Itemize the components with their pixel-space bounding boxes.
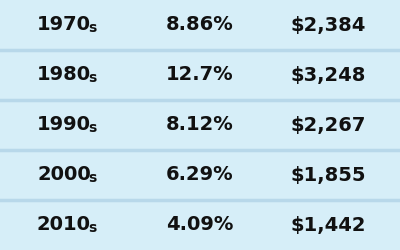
Text: $2,384: $2,384 bbox=[290, 16, 366, 34]
Text: 6.29%: 6.29% bbox=[166, 166, 234, 184]
Text: 2000: 2000 bbox=[37, 166, 91, 184]
Text: s: s bbox=[88, 121, 96, 135]
Text: s: s bbox=[88, 71, 96, 85]
Text: $2,267: $2,267 bbox=[290, 116, 366, 134]
Text: 1970: 1970 bbox=[37, 16, 91, 34]
Text: s: s bbox=[88, 21, 96, 35]
Text: s: s bbox=[88, 221, 96, 235]
Text: 8.86%: 8.86% bbox=[166, 16, 234, 34]
Text: 8.12%: 8.12% bbox=[166, 116, 234, 134]
FancyBboxPatch shape bbox=[0, 150, 400, 200]
FancyBboxPatch shape bbox=[0, 100, 400, 150]
FancyBboxPatch shape bbox=[0, 50, 400, 100]
FancyBboxPatch shape bbox=[0, 200, 400, 250]
Text: $1,442: $1,442 bbox=[290, 216, 366, 234]
Text: s: s bbox=[88, 171, 96, 185]
Text: 12.7%: 12.7% bbox=[166, 66, 234, 84]
Text: 1980: 1980 bbox=[37, 66, 91, 84]
Text: 2010: 2010 bbox=[37, 216, 91, 234]
Text: 4.09%: 4.09% bbox=[166, 216, 234, 234]
Text: $3,248: $3,248 bbox=[290, 66, 366, 84]
Text: $1,855: $1,855 bbox=[290, 166, 366, 184]
FancyBboxPatch shape bbox=[0, 0, 400, 50]
Text: 1990: 1990 bbox=[37, 116, 91, 134]
